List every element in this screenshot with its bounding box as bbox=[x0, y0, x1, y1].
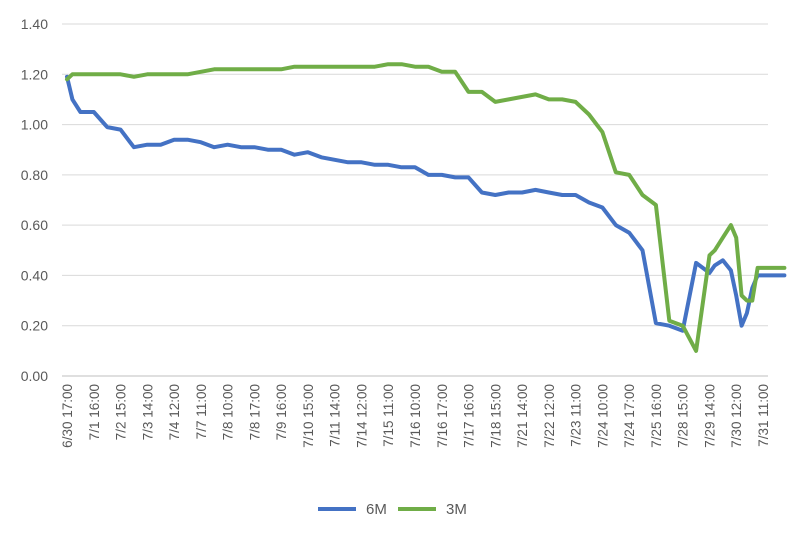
x-tick-label: 7/25 16:00 bbox=[649, 384, 664, 448]
x-tick-label: 7/3 14:00 bbox=[140, 384, 155, 440]
legend: 6M 3M bbox=[318, 501, 467, 518]
x-tick-label: 7/11 14:00 bbox=[328, 384, 343, 447]
x-tick-label: 7/24 10:00 bbox=[595, 384, 610, 448]
x-tick-label: 7/14 12:00 bbox=[354, 384, 369, 448]
x-tick-label: 7/1 16:00 bbox=[87, 384, 102, 440]
y-tick-label: 0.40 bbox=[21, 267, 48, 283]
x-tick-label: 7/16 17:00 bbox=[435, 384, 450, 448]
x-tick-label: 7/7 11:00 bbox=[194, 384, 209, 439]
y-tick-label: 1.20 bbox=[21, 66, 48, 82]
y-tick-label: 1.00 bbox=[21, 117, 48, 133]
y-tick-label: 0.20 bbox=[21, 318, 48, 334]
x-tick-label: 7/23 11:00 bbox=[569, 384, 584, 447]
x-tick-label: 7/17 16:00 bbox=[462, 384, 477, 448]
legend-label-6m: 6M bbox=[366, 501, 387, 518]
x-tick-label: 7/9 16:00 bbox=[274, 384, 289, 440]
x-tick-label: 6/30 17:00 bbox=[60, 384, 75, 448]
x-tick-label: 7/22 12:00 bbox=[542, 384, 557, 448]
x-tick-label: 7/8 10:00 bbox=[221, 384, 236, 440]
series-line-3m bbox=[65, 62, 787, 353]
x-tick-label: 7/24 17:00 bbox=[622, 384, 637, 448]
series-lines bbox=[65, 62, 787, 353]
x-tick-label: 7/2 15:00 bbox=[114, 384, 129, 440]
y-tick-label: 0.00 bbox=[21, 368, 48, 384]
x-tick-label: 7/10 15:00 bbox=[301, 384, 316, 448]
x-tick-label: 7/28 15:00 bbox=[676, 384, 691, 448]
y-axis-ticks: 0.00 0.20 0.40 0.60 0.80 1.00 1.20 1.40 bbox=[21, 16, 48, 384]
x-tick-label: 7/16 10:00 bbox=[408, 384, 423, 448]
y-tick-label: 0.80 bbox=[21, 167, 48, 183]
x-tick-label: 7/8 17:00 bbox=[247, 384, 262, 440]
x-tick-label: 7/18 15:00 bbox=[488, 384, 503, 448]
x-tick-label: 7/4 12:00 bbox=[167, 384, 182, 440]
x-tick-label: 7/31 11:00 bbox=[756, 384, 771, 447]
series-line-6m bbox=[65, 74, 787, 333]
y-tick-label: 0.60 bbox=[21, 217, 48, 233]
x-axis-ticks: 6/30 17:00 7/1 16:00 7/2 15:00 7/3 14:00 7/4… bbox=[60, 384, 771, 448]
y-tick-label: 1.40 bbox=[21, 16, 48, 32]
x-tick-label: 7/15 11:00 bbox=[381, 384, 396, 447]
x-tick-label: 7/30 12:00 bbox=[729, 384, 744, 448]
legend-label-3m: 3M bbox=[446, 501, 467, 518]
x-tick-label: 7/21 14:00 bbox=[515, 384, 530, 448]
x-tick-label: 7/29 14:00 bbox=[702, 384, 717, 448]
